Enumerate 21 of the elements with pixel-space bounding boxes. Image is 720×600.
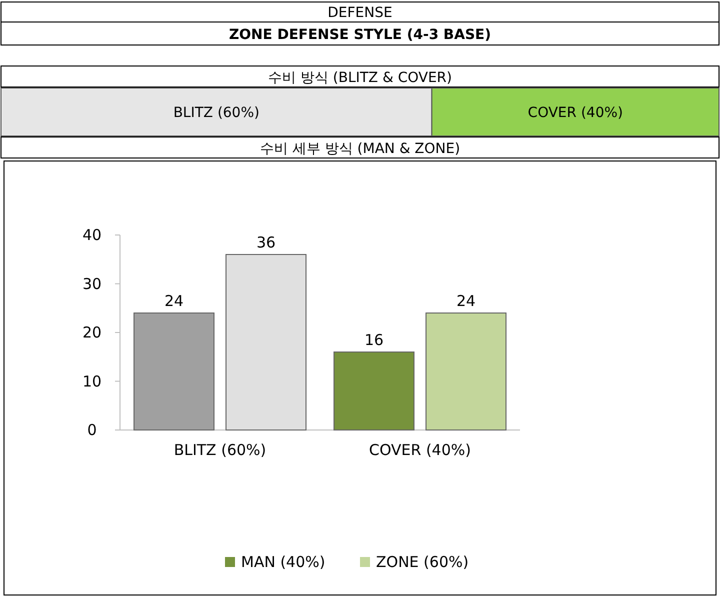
bar [226, 254, 306, 430]
series-label: BLITZ (60%) [173, 105, 260, 121]
data-label: 16 [364, 331, 384, 349]
bar [334, 352, 414, 430]
y-tick-label: 30 [82, 274, 102, 293]
data-label: 24 [164, 292, 184, 310]
chart-subtitle: ZONE DEFENSE STYLE (4-3 BASE) [228, 27, 492, 43]
series-label: COVER (40%) [528, 105, 623, 121]
chart-title: DEFENSE [328, 5, 392, 21]
chart-title: 수비 세부 방식 (MAN & ZONE) [260, 141, 460, 157]
bar [134, 312, 214, 430]
y-tick-label: 0 [87, 421, 97, 439]
bar [426, 312, 506, 430]
data-label: 36 [256, 234, 276, 252]
y-tick-label: 20 [82, 324, 102, 342]
data-label: 24 [456, 292, 476, 310]
y-tick-label: 10 [82, 372, 102, 390]
legend-label: MAN (40%) [241, 553, 326, 571]
y-tick-label: 40 [82, 226, 102, 244]
text: 수비 방식 (BLITZ & COVER) [268, 70, 452, 86]
legend-label: ZONE (60%) [376, 553, 469, 571]
